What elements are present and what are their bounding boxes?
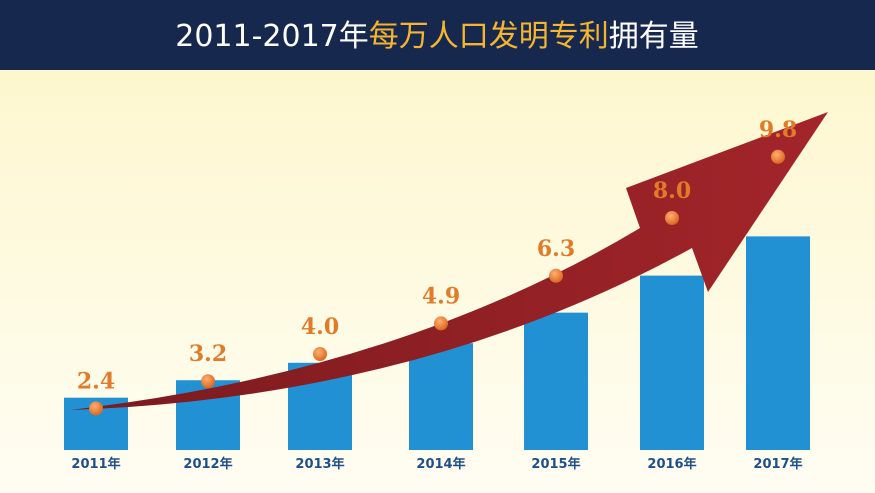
- point: [771, 149, 785, 164]
- point: [89, 401, 103, 416]
- trend-arrow: [70, 112, 828, 410]
- value-label: 6.3: [537, 236, 575, 262]
- points: 2.4 3.2 4.0 4.9 6.3 8.0 9.8: [77, 117, 797, 416]
- x-tick-label: 2012年: [183, 456, 232, 472]
- value-label: 3.2: [189, 341, 227, 367]
- value-label: 9.8: [759, 117, 797, 143]
- bar: [524, 312, 588, 450]
- title-part: 2011-2017年: [175, 19, 369, 54]
- point: [665, 211, 679, 225]
- value-label: 4.0: [301, 314, 339, 340]
- x-tick-label: 2013年: [295, 456, 344, 472]
- point: [201, 374, 215, 389]
- bar: [409, 343, 473, 450]
- bar: [640, 275, 704, 450]
- x-tick-label: 2017年: [753, 456, 802, 472]
- x-tick-label: 2016年: [647, 456, 696, 472]
- bar: [746, 236, 810, 450]
- chart-title: 2011-2017年每万人口发明专利拥有量: [175, 19, 699, 54]
- value-label: 4.9: [422, 283, 460, 309]
- point: [549, 268, 563, 283]
- x-tick-label: 2014年: [416, 456, 465, 472]
- title-part: 每万人口发明专利: [369, 19, 609, 54]
- x-tick-label: 2015年: [531, 456, 580, 472]
- title-part: 拥有量: [609, 19, 699, 54]
- x-tick-label: 2011年: [71, 456, 120, 472]
- point: [313, 347, 327, 361]
- title-bar: [0, 0, 875, 70]
- value-label: 2.4: [77, 368, 115, 394]
- value-label: 8.0: [653, 178, 691, 204]
- point: [434, 316, 448, 331]
